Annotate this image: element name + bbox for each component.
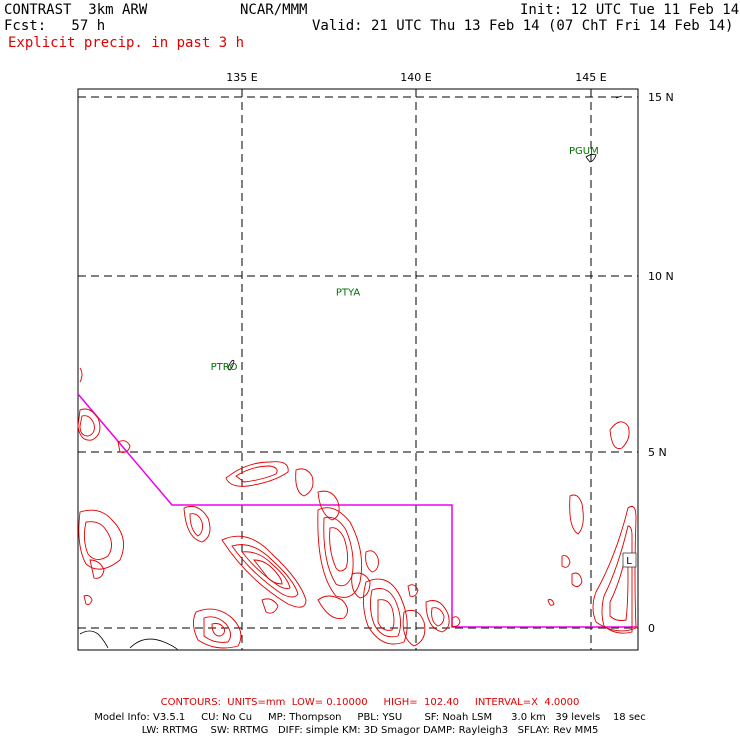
valid-time: Valid: 21 UTC Thu 13 Feb 14 (07 ChT Fri …	[312, 18, 734, 34]
coastline-guam	[585, 153, 597, 163]
lon-label-145e: 145 E	[575, 71, 606, 84]
precip-band-north	[225, 461, 340, 521]
lat-label-5n: 5 N	[648, 446, 667, 459]
lat-label-15n: 15 N	[648, 91, 674, 104]
contour-legend: CONTOURS: UNITS=mm LOW= 0.10000 HIGH= 10…	[160, 697, 580, 708]
precip-cluster-equator	[363, 578, 461, 647]
precip-contours	[77, 367, 637, 649]
low-marker: L	[626, 556, 632, 567]
model-info-line-1: Model Info: V3.5.1 CU: No Cu MP: Thompso…	[94, 712, 646, 723]
coastline-south	[129, 638, 179, 651]
precip-cluster-southwest	[78, 505, 242, 649]
coastline-north	[615, 95, 623, 99]
precip-cell-west	[77, 367, 131, 453]
model-info-line-2: LW: RRTMG SW: RRTMG DIFF: simple KM: 3D …	[141, 725, 599, 736]
precip-cluster-east	[547, 421, 637, 634]
lat-label-10n: 10 N	[648, 270, 674, 283]
station-label-pgum: PGUM	[569, 146, 599, 157]
precip-band-central	[221, 535, 307, 614]
lon-label-140e: 140 E	[400, 71, 431, 84]
model-title: CONTRAST 3km ARW	[4, 2, 148, 18]
coastlines	[79, 95, 623, 651]
station-labels: PGUM PTYA PTRO	[211, 146, 599, 373]
station-label-ptro: PTRO	[211, 362, 238, 373]
init-time: Init: 12 UTC Tue 11 Feb 14	[520, 2, 740, 18]
coastline-palau	[227, 359, 235, 371]
forecast-hour: Fcst: 57 h	[4, 18, 106, 34]
lon-label-135e: 135 E	[226, 71, 257, 84]
station-label-ptya: PTYA	[336, 288, 360, 299]
low-marker-box	[622, 552, 637, 568]
coastline-southwest	[79, 630, 109, 649]
nested-domain-boundary	[77, 393, 638, 628]
field-title: Explicit precip. in past 3 h	[8, 35, 245, 51]
organization: NCAR/MMM	[240, 2, 308, 18]
lat-label-0: 0	[648, 622, 655, 635]
graticule	[78, 89, 638, 650]
precip-band-main	[317, 507, 379, 620]
map-frame	[77, 88, 639, 651]
